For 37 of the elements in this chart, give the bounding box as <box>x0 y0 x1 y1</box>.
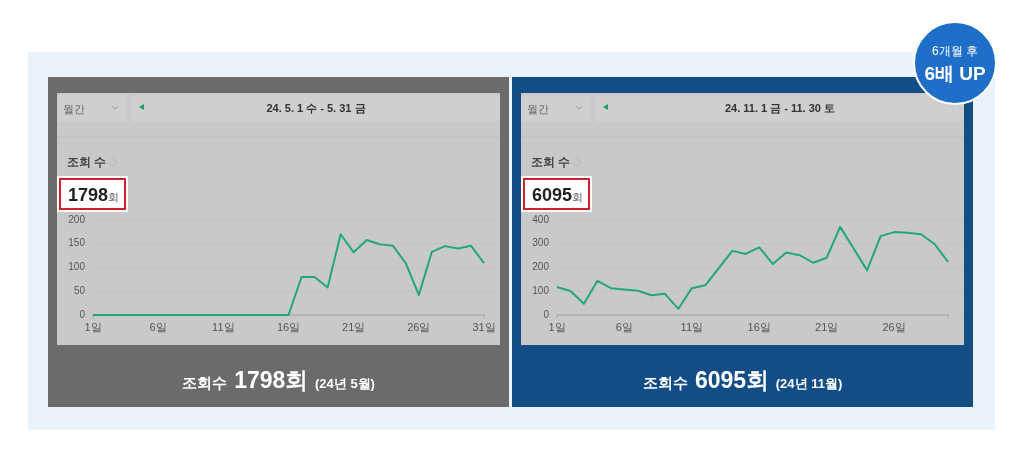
x-tick-label: 1일 <box>548 321 566 333</box>
x-tick-label: 6일 <box>615 321 633 333</box>
chart-title: 조회 수 <box>67 155 107 169</box>
line-series <box>556 225 949 310</box>
y-tick-label: 0 <box>543 308 550 320</box>
y-tick-label: 0 <box>79 308 86 320</box>
x-tick-label: 21일 <box>342 321 366 333</box>
x-tick-label: 1일 <box>84 321 102 333</box>
y-tick-label: 200 <box>68 213 86 225</box>
x-tick-label: 26일 <box>882 321 906 333</box>
text: 조회수 6095회 (24년 11월) <box>642 367 843 393</box>
y-tick-label: 200 <box>532 261 550 272</box>
y-tick-label: 100 <box>532 284 550 296</box>
x-tick-label: 16일 <box>747 321 771 333</box>
text: 24. 11. 1 금 - 11. 30 토 <box>724 102 836 114</box>
x-tick-label: 11일 <box>212 321 235 333</box>
x-tick-label: 6일 <box>149 321 167 333</box>
chart-subtitle: 6095회 <box>532 185 584 205</box>
text: 월간 <box>63 103 85 115</box>
text: 월간 <box>527 103 549 115</box>
text: 24. 5. 1 수 - 5. 31 금 <box>266 102 366 114</box>
x-tick-label: 16일 <box>276 321 301 333</box>
y-tick-label: 300 <box>532 237 550 249</box>
x-tick-label: 26일 <box>407 321 431 333</box>
x-tick-label: 31일 <box>472 321 496 333</box>
text: 6배 UP <box>924 63 986 84</box>
x-tick-label: 21일 <box>815 321 839 333</box>
text: 6개월 후 <box>931 44 979 58</box>
line-series <box>92 233 485 316</box>
chart-subtitle: 1798회 <box>68 185 120 205</box>
y-tick-label: 100 <box>68 261 86 272</box>
y-tick-label: 150 <box>68 237 86 249</box>
y-tick-label: 50 <box>73 284 86 296</box>
text: 조회수 1798회 (24년 5월) <box>182 367 375 393</box>
chart-title: 조회 수 <box>531 155 571 169</box>
y-tick-label: 400 <box>532 213 550 225</box>
x-tick-label: 11일 <box>680 321 704 333</box>
